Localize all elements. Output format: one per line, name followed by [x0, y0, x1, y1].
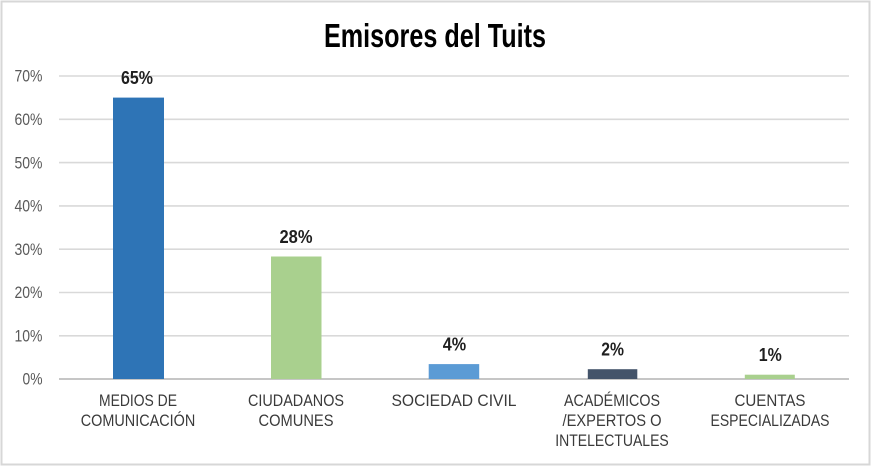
svg-text:2%: 2%: [601, 340, 624, 360]
svg-text:MEDIOS DE: MEDIOS DE: [99, 392, 177, 410]
svg-text:CIUDADANOS: CIUDADANOS: [248, 392, 344, 410]
svg-text:40%: 40%: [15, 198, 43, 216]
svg-text:/EXPERTOS O: /EXPERTOS O: [563, 412, 662, 430]
svg-text:COMUNES: COMUNES: [259, 412, 334, 430]
svg-text:50%: 50%: [15, 154, 43, 172]
svg-text:60%: 60%: [15, 111, 43, 129]
svg-text:ESPECIALIZADAS: ESPECIALIZADAS: [711, 412, 830, 430]
svg-text:SOCIEDAD CIVIL: SOCIEDAD CIVIL: [392, 392, 517, 410]
svg-text:COMUNICACIÓN: COMUNICACIÓN: [81, 411, 196, 430]
svg-text:1%: 1%: [759, 345, 782, 365]
svg-text:CUENTAS: CUENTAS: [735, 392, 806, 410]
svg-text:28%: 28%: [280, 227, 313, 247]
svg-text:Emisores del Tuits: Emisores del Tuits: [324, 17, 546, 54]
svg-text:INTELECTUALES: INTELECTUALES: [555, 432, 669, 450]
svg-text:ACADÉMICOS: ACADÉMICOS: [564, 391, 660, 410]
svg-text:4%: 4%: [443, 334, 466, 354]
svg-text:70%: 70%: [15, 68, 43, 86]
svg-text:0%: 0%: [23, 371, 43, 389]
svg-text:20%: 20%: [15, 284, 43, 302]
svg-text:65%: 65%: [121, 68, 153, 88]
svg-text:30%: 30%: [15, 241, 43, 259]
svg-text:10%: 10%: [15, 328, 43, 346]
